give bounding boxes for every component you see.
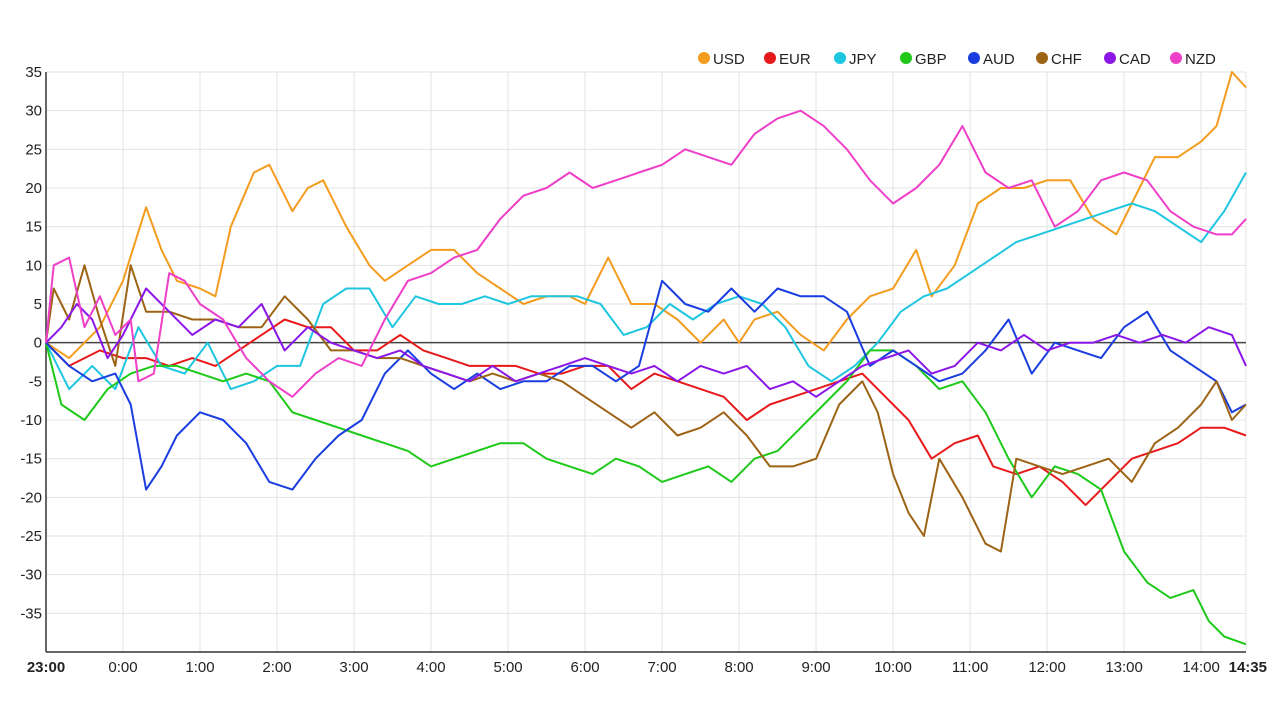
legend-marker	[900, 52, 912, 64]
grid	[45, 71, 1247, 653]
x-tick-label: 23:00	[27, 659, 65, 676]
series-line-chf	[45, 264, 1247, 553]
x-axis-ticks: 23:00 0:00 1:00 2:00 3:00 4:00 5:00 6:00 7:00 8:0…	[27, 659, 1267, 676]
y-tick-label: -10	[20, 412, 42, 429]
x-tick-label: 14:35	[1229, 659, 1267, 676]
y-tick-label: 25	[25, 141, 42, 158]
x-tick-label: 12:00	[1028, 659, 1066, 676]
y-tick-label: 35	[25, 64, 42, 81]
y-tick-label: 5	[34, 296, 42, 313]
legend-label: CHF	[1051, 51, 1082, 68]
series-line-eur	[45, 318, 1247, 507]
y-tick-label: 10	[25, 257, 42, 274]
y-tick-label: 30	[25, 103, 42, 120]
x-tick-label: 0:00	[108, 659, 137, 676]
legend-marker	[834, 52, 846, 64]
legend-item-aud: AUD	[968, 51, 1015, 68]
legend-label: EUR	[779, 51, 811, 68]
x-tick-label: 6:00	[570, 659, 599, 676]
x-tick-label: 2:00	[262, 659, 291, 676]
series-line-aud	[45, 279, 1247, 491]
y-tick-label: 0	[34, 335, 42, 352]
legend-label: NZD	[1185, 51, 1216, 68]
x-tick-label: 10:00	[874, 659, 912, 676]
x-tick-label: 5:00	[493, 659, 522, 676]
x-tick-label: 11:00	[952, 659, 988, 676]
legend-label: GBP	[915, 51, 947, 68]
legend-label: USD	[713, 51, 745, 68]
x-tick-label: 13:00	[1105, 659, 1143, 676]
legend-label: JPY	[849, 51, 877, 68]
y-tick-label: -5	[29, 373, 42, 390]
y-tick-label: -30	[20, 567, 42, 584]
legend-item-usd: USD	[698, 51, 745, 68]
x-tick-label: 14:00	[1182, 659, 1220, 676]
legend-marker	[698, 52, 710, 64]
legend-marker	[764, 52, 776, 64]
legend-item-cad: CAD	[1104, 51, 1151, 68]
y-tick-label: -35	[20, 605, 42, 622]
x-tick-label: 3:00	[339, 659, 368, 676]
legend: USD EUR JPY GBP AUD CHF CAD NZD	[698, 51, 1216, 68]
legend-marker	[1036, 52, 1048, 64]
y-tick-label: -20	[20, 489, 42, 506]
series-line-nzd	[45, 109, 1247, 398]
legend-marker	[1170, 52, 1182, 64]
y-tick-label: 15	[25, 219, 42, 236]
legend-label: AUD	[983, 51, 1015, 68]
y-tick-label: -15	[20, 451, 42, 468]
x-tick-label: 1:00	[185, 659, 214, 676]
y-tick-label: 20	[25, 180, 42, 197]
x-tick-label: 9:00	[801, 659, 830, 676]
legend-item-nzd: NZD	[1170, 51, 1216, 68]
series-line-usd	[45, 71, 1247, 360]
legend-label: CAD	[1119, 51, 1151, 68]
y-axis-ticks: 35 30 25 20 15 10 5 0 -5 -10 -15 -20 -25 -30 -35	[20, 64, 42, 622]
legend-item-eur: EUR	[764, 51, 811, 68]
legend-marker	[1104, 52, 1116, 64]
series-line-cad	[45, 287, 1247, 398]
x-tick-label: 8:00	[724, 659, 753, 676]
legend-marker	[968, 52, 980, 64]
series-line-jpy	[45, 172, 1247, 391]
legend-item-gbp: GBP	[900, 51, 947, 68]
x-tick-label: 7:00	[647, 659, 676, 676]
legend-item-chf: CHF	[1036, 51, 1082, 68]
x-tick-label: 4:00	[416, 659, 445, 676]
legend-item-jpy: JPY	[834, 51, 877, 68]
series-line-gbp	[45, 342, 1247, 646]
y-tick-label: -25	[20, 528, 42, 545]
series-group	[45, 71, 1247, 646]
